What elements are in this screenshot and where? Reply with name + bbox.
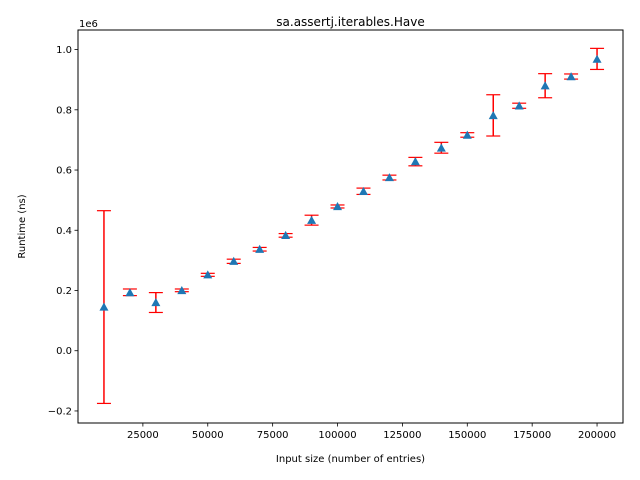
data-point-marker [281,230,291,239]
y-tick-label: 0.0 [56,346,72,357]
data-point-marker [229,256,239,265]
y-tick-label: 0.8 [56,105,72,116]
data-point-marker [410,157,420,166]
data-point-marker [514,101,524,110]
plot-marks [96,47,605,405]
y-axis: −0.2 0.0 0.2 0.4 0.6 0.8 1.0 [48,45,78,417]
data-point-marker [151,298,161,307]
y-tick-label: 0.4 [56,226,72,237]
y-axis-label: Runtime (ns) [17,194,28,258]
data-point-marker [333,201,343,211]
x-tick-label: 25000 [127,430,159,441]
x-axis: 25000 50000 75000 100000 125000 150000 175000 2… [127,423,616,441]
data-point-marker [125,288,135,297]
chart-title: sa.assertj.iterables.Have [276,15,424,29]
x-tick-label: 100000 [318,430,356,441]
data-point-marker [255,244,265,253]
data-point-marker [358,186,368,196]
x-tick-label: 200000 [578,430,616,441]
x-tick-label: 75000 [257,430,289,441]
data-point-marker [436,143,446,152]
x-tick-label: 175000 [513,430,551,441]
y-tick-label: 0.6 [56,166,72,177]
y-tick-label: 0.2 [56,286,72,297]
data-point-marker [566,72,576,81]
x-tick-label: 50000 [192,430,224,441]
y-tick-label: −0.2 [48,406,72,417]
data-point-marker [177,285,187,295]
data-point-marker [462,130,472,139]
data-point-marker [384,173,394,182]
y-axis-offset-label: 1e6 [79,19,98,30]
data-point-marker [99,302,109,311]
data-point-marker [540,81,550,90]
x-tick-label: 150000 [448,430,486,441]
data-point-marker [488,111,498,120]
data-point-marker [592,54,602,63]
data-point-marker [307,215,317,224]
data-point-marker [203,270,213,279]
y-tick-label: 1.0 [56,45,72,56]
x-tick-label: 125000 [383,430,421,441]
x-axis-label: Input size (number of entries) [276,454,425,465]
plot-area-frame [77,29,624,424]
